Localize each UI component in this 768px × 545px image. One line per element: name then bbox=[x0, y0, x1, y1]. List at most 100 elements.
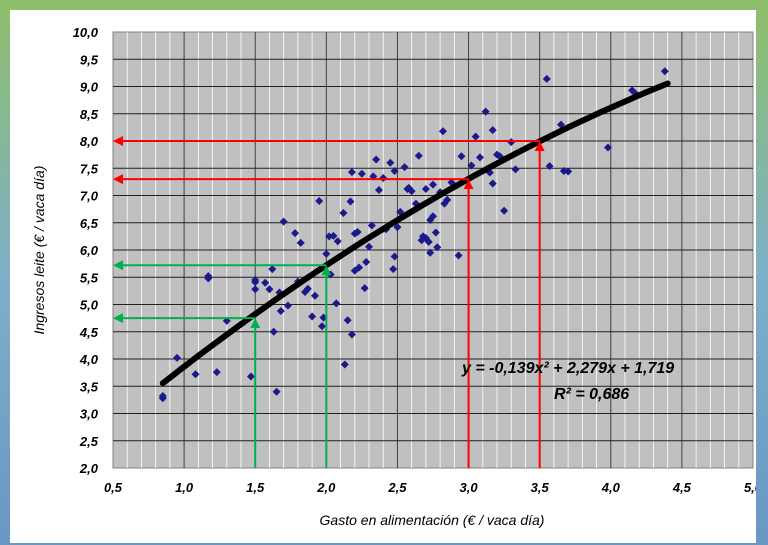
data-point bbox=[389, 265, 398, 274]
x-tick-label: 1,5 bbox=[246, 480, 265, 495]
data-point bbox=[454, 251, 463, 260]
x-tick-label: 4,0 bbox=[601, 480, 621, 495]
chart-frame: 0,5 1,0 1,5 2,0 2,5 3,0 3,5 4,0 4,5 5,0 2,0 2,5 3,0 3… bbox=[10, 10, 756, 543]
data-point bbox=[407, 187, 416, 196]
data-point bbox=[347, 168, 356, 177]
y-tick-label: 7,5 bbox=[80, 161, 99, 176]
x-tick-label: 0,5 bbox=[104, 480, 123, 495]
y-tick-label: 6,5 bbox=[80, 216, 99, 231]
data-point bbox=[357, 169, 366, 178]
data-point bbox=[318, 322, 327, 331]
x-tick-label: 3,0 bbox=[460, 480, 479, 495]
data-point bbox=[443, 195, 452, 204]
data-point bbox=[564, 167, 573, 176]
data-point bbox=[390, 166, 399, 175]
data-point bbox=[173, 353, 181, 362]
data-point bbox=[279, 217, 288, 226]
x-tick-label: 2,5 bbox=[387, 480, 407, 495]
data-point bbox=[329, 231, 338, 240]
data-point bbox=[481, 107, 490, 116]
data-point bbox=[269, 327, 278, 336]
data-point bbox=[365, 242, 373, 251]
data-point bbox=[429, 180, 437, 189]
data-point bbox=[251, 275, 260, 284]
y-tick-label: 8,5 bbox=[80, 107, 99, 122]
x-axis-label: Gasto en alimentación (€ / vaca día) bbox=[320, 512, 545, 528]
data-point bbox=[545, 162, 554, 171]
data-point bbox=[386, 158, 395, 167]
data-point bbox=[343, 316, 352, 325]
y-tick-label: 9,5 bbox=[80, 52, 99, 67]
data-point bbox=[467, 161, 476, 170]
data-point bbox=[310, 291, 319, 300]
data-point bbox=[429, 212, 437, 221]
data-point bbox=[400, 163, 409, 172]
scatter-chart: 0,5 1,0 1,5 2,0 2,5 3,0 3,5 4,0 4,5 5,0 2,0 2,5 3,0 3… bbox=[31, 25, 756, 528]
data-point bbox=[353, 228, 362, 237]
y-tick-label: 3,5 bbox=[80, 379, 99, 394]
data-point bbox=[276, 307, 285, 316]
grid-lines bbox=[113, 32, 753, 468]
data-point bbox=[367, 221, 376, 230]
data-point bbox=[347, 330, 356, 339]
x-tick-label: 3,5 bbox=[531, 480, 550, 495]
data-point bbox=[322, 249, 331, 258]
y-axis-label: Ingresos leite (€ / vaca día) bbox=[31, 166, 47, 335]
data-point bbox=[332, 299, 341, 308]
data-point bbox=[390, 252, 399, 261]
y-tick-label: 8,0 bbox=[80, 134, 99, 149]
data-point bbox=[362, 257, 371, 266]
data-point bbox=[424, 237, 433, 246]
data-point bbox=[261, 278, 270, 287]
data-point bbox=[500, 206, 509, 215]
x-tick-label: 2,0 bbox=[316, 480, 336, 495]
y-tick-label: 9,0 bbox=[80, 80, 99, 95]
data-point bbox=[204, 274, 213, 283]
tick-labels: 0,5 1,0 1,5 2,0 2,5 3,0 3,5 4,0 4,5 5,0 2,0 2,5 3,0 3… bbox=[73, 25, 756, 495]
data-point bbox=[265, 285, 274, 294]
data-point bbox=[433, 243, 442, 252]
data-point bbox=[308, 312, 317, 321]
data-point bbox=[511, 165, 520, 174]
y-tick-label: 4,5 bbox=[79, 325, 99, 340]
data-point bbox=[660, 67, 669, 76]
guide-arrows bbox=[113, 136, 545, 468]
data-point bbox=[421, 184, 430, 193]
data-point bbox=[542, 74, 551, 83]
data-point bbox=[471, 132, 480, 141]
r-squared-label: R² = 0,686 bbox=[554, 386, 629, 403]
y-tick-label: 5,0 bbox=[80, 298, 99, 313]
data-point bbox=[303, 284, 312, 293]
data-point bbox=[315, 196, 324, 205]
data-point bbox=[246, 372, 255, 381]
data-point bbox=[431, 228, 440, 237]
y-tick-label: 10,0 bbox=[73, 25, 99, 40]
data-point bbox=[346, 197, 355, 206]
data-point bbox=[488, 179, 497, 188]
x-tick-label: 5,0 bbox=[744, 480, 756, 495]
data-point bbox=[296, 238, 305, 247]
data-point bbox=[360, 284, 369, 293]
data-point bbox=[457, 152, 466, 161]
data-point bbox=[272, 387, 281, 396]
data-point bbox=[158, 392, 167, 401]
data-point bbox=[251, 285, 260, 294]
y-tick-label: 2,5 bbox=[79, 434, 99, 449]
data-point bbox=[191, 370, 200, 379]
data-point bbox=[488, 126, 497, 135]
data-point bbox=[268, 265, 277, 274]
data-point bbox=[475, 153, 484, 162]
data-point bbox=[333, 237, 342, 246]
data-point bbox=[340, 360, 349, 369]
data-point bbox=[438, 127, 447, 136]
data-point bbox=[603, 143, 612, 152]
trendline bbox=[159, 80, 671, 387]
data-point bbox=[374, 186, 383, 195]
data-point bbox=[414, 151, 423, 160]
equation-label: y = -0,139x² + 2,279x + 1,719 bbox=[461, 360, 674, 377]
y-tick-label: 4,0 bbox=[79, 352, 99, 367]
y-tick-label: 3,0 bbox=[80, 407, 99, 422]
data-point bbox=[283, 301, 292, 310]
y-tick-label: 6,0 bbox=[80, 243, 99, 258]
y-tick-label: 2,0 bbox=[79, 461, 99, 476]
